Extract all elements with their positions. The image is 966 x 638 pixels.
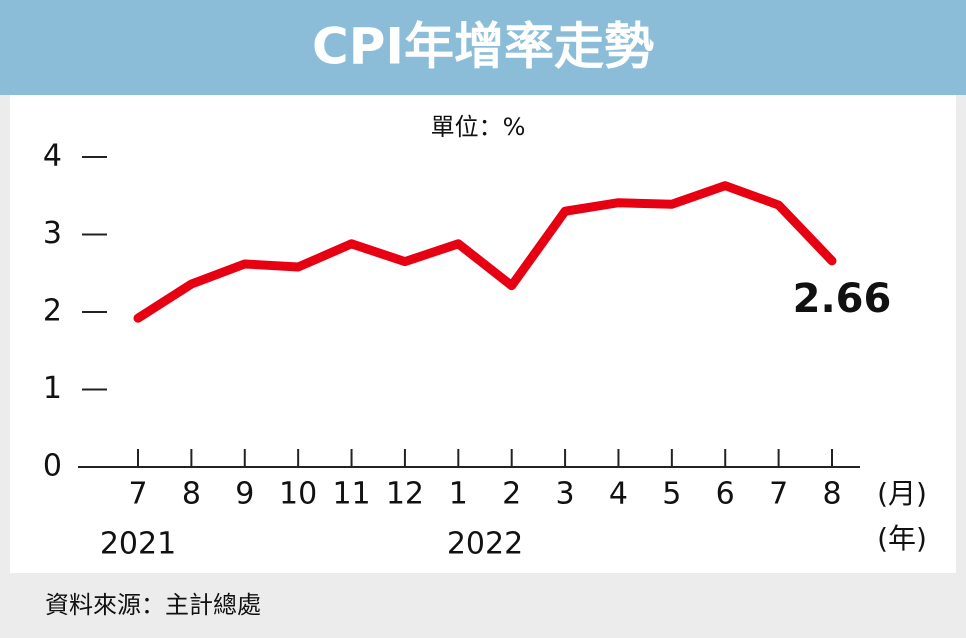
x-tick-label: 10 <box>279 477 317 512</box>
y-tick-label: 1 <box>43 371 62 406</box>
x-tick-label: 7 <box>769 477 788 512</box>
y-tick-label: 0 <box>43 449 62 484</box>
year-unit: (年) <box>877 522 927 555</box>
line-series <box>133 181 837 323</box>
x-tick-label: 3 <box>556 477 575 512</box>
plot-panel <box>10 95 956 573</box>
x-tick-label: 11 <box>332 477 370 512</box>
y-tick-label: 4 <box>43 139 62 174</box>
x-tick-label: 9 <box>235 477 254 512</box>
y-tick-label: 3 <box>43 216 62 251</box>
x-tick-label: 7 <box>128 477 147 512</box>
x-tick-label: 12 <box>386 477 424 512</box>
year-label: 2021 <box>100 527 176 562</box>
title-bar <box>0 0 966 95</box>
x-tick-label: 5 <box>662 477 681 512</box>
y-tick-label: 2 <box>43 294 62 329</box>
x-tick-label: 6 <box>716 477 735 512</box>
chart-title: CPI年增率走勢 <box>312 18 654 76</box>
x-tick-label: 8 <box>182 477 201 512</box>
x-tick-label: 2 <box>502 477 521 512</box>
x-tick-label: 8 <box>822 477 841 512</box>
x-unit: (月) <box>877 477 927 510</box>
x-tick-label: 4 <box>609 477 628 512</box>
x-tick-label: 1 <box>449 477 468 512</box>
source: 資料來源：主計總處 <box>45 591 261 619</box>
value-label: 2.66 <box>793 276 892 322</box>
year-label: 2022 <box>447 527 523 562</box>
unit-label: 單位：% <box>431 113 526 141</box>
